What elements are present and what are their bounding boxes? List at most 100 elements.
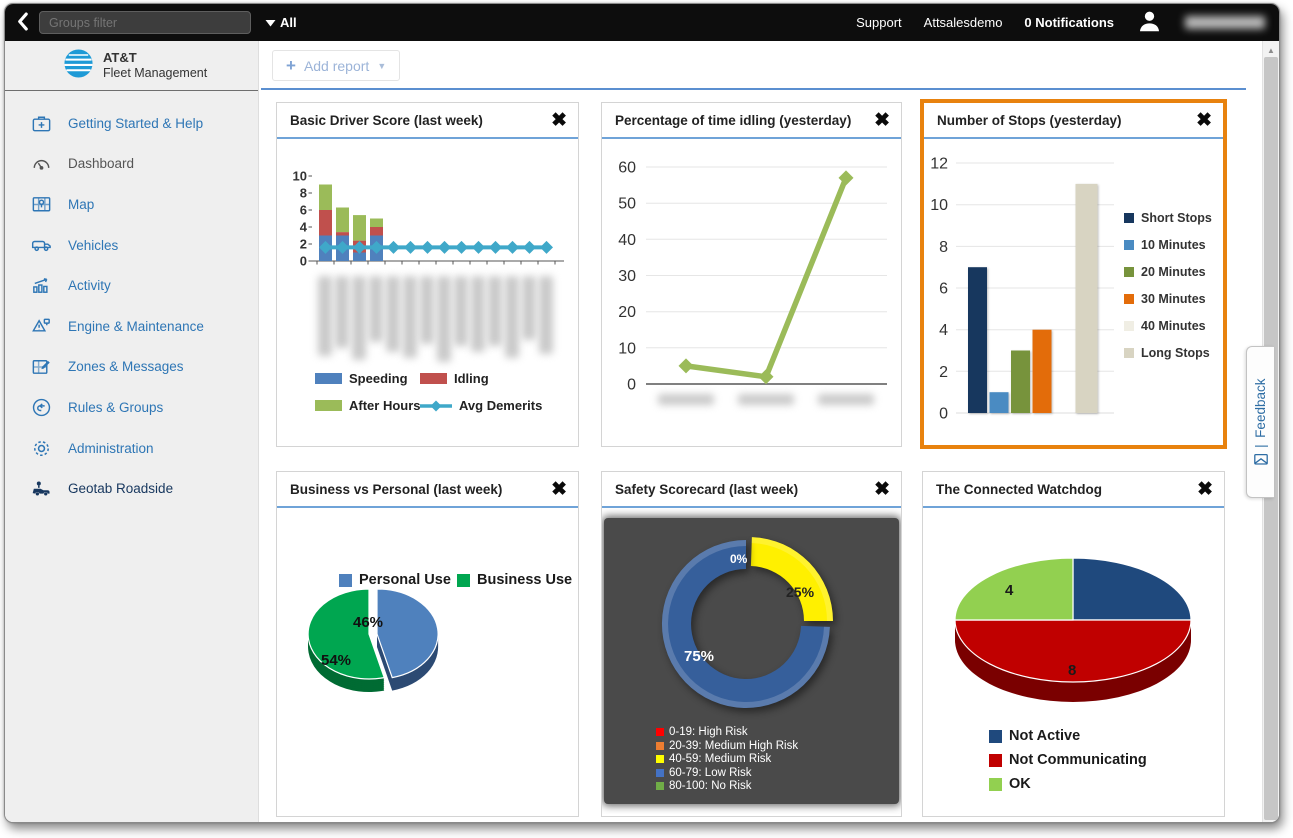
card-percentage-idling: Percentage of time idling (yesterday) ✖ 0… [601,102,902,447]
groups-scope-dropdown[interactable]: All [265,15,297,30]
blurred-x-label [420,276,434,344]
legend-item: Not Active [989,728,1080,744]
svg-text:10: 10 [293,169,307,184]
svg-text:20: 20 [618,304,636,321]
blurred-x-label [454,276,468,346]
close-icon[interactable]: ✖ [551,478,567,500]
legend-item: Personal Use [339,572,451,588]
sidebar-item-geotab-roadside[interactable]: Geotab Roadside [5,468,258,509]
blurred-x-label [352,276,366,360]
blurred-x-label [539,276,553,354]
legend-item: Speeding [315,371,408,386]
sidebar-item-administration[interactable]: Administration [5,428,258,469]
svg-text:0: 0 [939,406,948,423]
svg-text:0: 0 [300,254,307,269]
sidebar: AT&T Fleet Management Getting Started & … [5,41,259,822]
card-number-of-stops: Number of Stops (yesterday) ✖ 0 2 4 6 8 10 12 Sh… [920,99,1227,449]
zones-map-pencil-icon [29,355,53,379]
groups-scope-value: All [280,15,297,30]
card-title: Safety Scorecard (last week) [615,481,799,497]
svg-text:8: 8 [939,239,948,256]
legend-item: Not Communicating [989,752,1147,768]
slice-label: 54% [321,652,352,669]
top-bar: All Support Attsalesdemo 0 Notifications [5,4,1279,41]
legend-item: 10 Minutes [1124,238,1206,252]
card-title: The Connected Watchdog [936,481,1102,497]
chart-canvas: 0 2 4 6 8 10 12 [930,156,1114,423]
legend-item: Idling [420,371,489,386]
groups-filter-input[interactable] [39,11,251,34]
sidebar-item-rules-groups[interactable]: Rules & Groups [5,387,258,428]
caret-down-icon: ▼ [377,60,387,71]
svg-text:0: 0 [627,377,636,394]
tow-truck-icon [29,477,53,501]
blurred-x-label [403,276,417,358]
caret-down-icon [265,15,276,30]
sidebar-item-getting-started[interactable]: Getting Started & Help [5,103,258,144]
blurred-x-label [318,276,332,356]
brand-logo: AT&T Fleet Management [5,41,258,91]
slice-label: 25% [786,584,815,600]
close-icon[interactable]: ✖ [874,109,890,131]
legend-item: 30 Minutes [1124,292,1206,306]
rules-return-arrow-icon [29,395,53,419]
sidebar-item-zones-messages[interactable]: Zones & Messages [5,347,258,388]
blurred-x-label [369,276,383,342]
add-report-button[interactable]: + Add report ▼ [272,50,401,81]
svg-text:10: 10 [930,197,948,214]
svg-text:50: 50 [618,196,636,213]
svg-text:6: 6 [939,281,948,298]
number-of-stops-chart: 0 2 4 6 8 10 12 Short Stops 10 Minutes 20 Minutes… [924,139,1223,443]
chart-canvas: 0 10 20 30 40 50 60 [618,160,887,394]
safety-scorecard-chart: 0% 25% 75% 0-19: High Risk 20-39: Medium Hig… [602,508,901,814]
sidebar-item-dashboard[interactable]: Dashboard [5,144,258,185]
att-globe-icon [63,48,94,84]
close-icon[interactable]: ✖ [874,478,890,500]
notifications-link[interactable]: 0 Notifications [1024,15,1114,30]
account-name[interactable]: Attsalesdemo [923,15,1003,30]
engine-warning-icon [29,314,53,338]
legend-item: Short Stops [1124,211,1212,225]
svg-text:2: 2 [300,237,307,252]
svg-text:6: 6 [300,203,307,218]
user-avatar-icon[interactable] [1136,8,1163,37]
card-safety-scorecard: Safety Scorecard (last week) ✖ 0% 25% 75% 0-… [601,471,902,817]
legend-item: OK [989,776,1031,792]
card-title: Percentage of time idling (yesterday) [615,112,852,128]
card-title: Business vs Personal (last week) [290,481,503,497]
support-link[interactable]: Support [856,15,902,30]
blurred-x-label [471,276,485,352]
sidebar-item-activity[interactable]: Activity [5,265,258,306]
slice-label: 8 [1068,662,1077,679]
svg-text:60: 60 [618,160,636,177]
user-email-redacted [1185,16,1265,29]
card-title: Number of Stops (yesterday) [937,112,1122,128]
blurred-x-label [488,276,502,346]
svg-text:4: 4 [300,220,308,235]
chevron-left-icon [16,11,29,34]
sidebar-item-vehicles[interactable]: Vehicles [5,225,258,266]
close-icon[interactable]: ✖ [551,109,567,131]
close-icon[interactable]: ✖ [1196,109,1212,131]
card-title: Basic Driver Score (last week) [290,112,483,128]
legend-item: 40 Minutes [1124,319,1206,333]
legend-item: 0-19: High Risk [656,726,748,738]
brand-name: AT&T Fleet Management [103,49,208,80]
chart-canvas [954,557,1192,702]
slice-label: 75% [684,648,715,665]
feedback-tab[interactable]: | Feedback [1246,346,1274,498]
sidebar-item-engine-maintenance[interactable]: Engine & Maintenance [5,306,258,347]
blurred-x-label [818,394,874,405]
close-icon[interactable]: ✖ [1197,478,1213,500]
percentage-idling-chart: 0 10 20 30 40 50 60 [602,139,901,444]
blurred-x-label [738,394,794,405]
back-button[interactable] [5,11,39,34]
window-body: AT&T Fleet Management Getting Started & … [5,41,1279,822]
scrollbar-up-arrow[interactable]: ▲ [1267,45,1275,55]
sidebar-item-map[interactable]: Map [5,184,258,225]
card-business-vs-personal: Business vs Personal (last week) ✖ 46% 54%… [276,471,579,817]
slice-label: 4 [1005,582,1014,599]
slice-label: 46% [353,614,384,631]
legend-item: 80-100: No Risk [656,780,751,792]
